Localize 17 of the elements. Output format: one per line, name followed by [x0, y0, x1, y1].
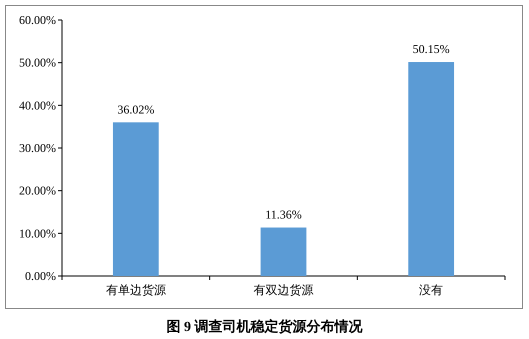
y-tick-label: 0.00%	[25, 269, 56, 283]
data-label: 50.15%	[412, 42, 450, 56]
y-tick-label: 60.00%	[19, 13, 56, 27]
x-tick-label: 有单边货源	[106, 283, 166, 297]
x-tick-label: 没有	[419, 283, 444, 297]
text: 图 9 调查司机稳定货源分布情况	[166, 318, 364, 335]
bar	[408, 62, 454, 276]
bar	[112, 122, 159, 276]
data-label: 11.36%	[265, 208, 302, 222]
x-tick-label: 有双边货源	[254, 283, 314, 297]
y-tick-label: 40.00%	[19, 98, 56, 112]
y-tick-label: 30.00%	[19, 141, 56, 155]
data-label: 36.02%	[117, 102, 154, 116]
y-tick-label: 50.00%	[19, 56, 56, 70]
y-tick-label: 10.00%	[19, 226, 56, 240]
y-tick-label: 20.00%	[19, 184, 56, 198]
bar	[260, 228, 306, 276]
